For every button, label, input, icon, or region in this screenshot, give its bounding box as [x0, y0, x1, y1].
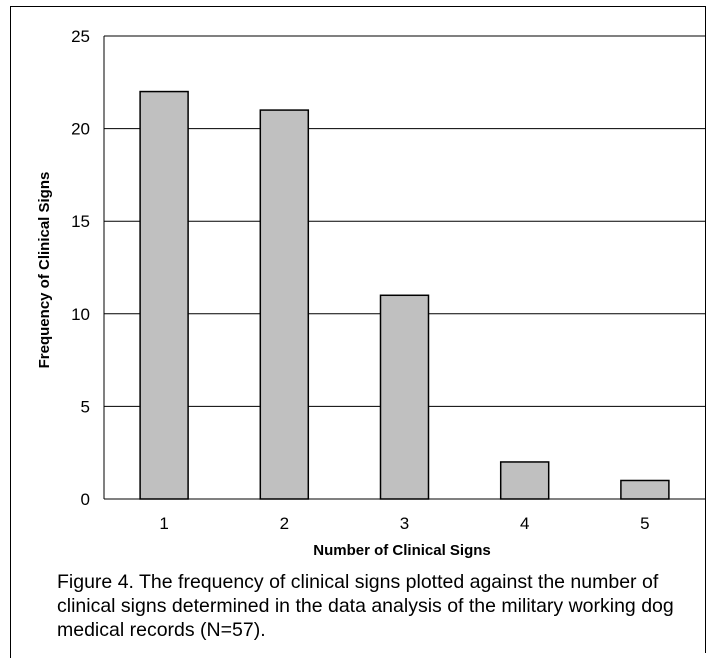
- figure-caption: Figure 4. The frequency of clinical sign…: [57, 571, 674, 641]
- x-tick-label: 1: [159, 514, 168, 533]
- figure-frame: [10, 6, 706, 653]
- y-tick-labels: 0 5 10 15 20 25: [71, 27, 90, 509]
- axes: [103, 36, 705, 500]
- bar-4: [499, 461, 550, 500]
- y-tick-label: 25: [71, 27, 90, 46]
- bar-1: [139, 90, 189, 500]
- x-tick-label: 2: [280, 514, 289, 533]
- y-tick-label: 20: [71, 120, 90, 139]
- x-tick-labels: 1 2 3 4 5: [159, 514, 649, 533]
- bar-2: [259, 109, 310, 500]
- x-tick-label: 5: [640, 514, 649, 533]
- y-tick-label: 10: [71, 305, 90, 324]
- y-axis-label: Frequency of Clinical Signs: [36, 172, 53, 369]
- bar-3: [379, 294, 430, 500]
- y-tick-label: 5: [81, 397, 90, 416]
- x-axis-label: Number of Clinical Signs: [313, 542, 491, 559]
- bars: [139, 90, 670, 500]
- y-tick-label: 15: [71, 212, 90, 231]
- bar-5: [620, 479, 670, 500]
- x-tick-label: 4: [520, 514, 529, 533]
- x-tick-label: 3: [400, 514, 409, 533]
- frame-edge: [10, 652, 11, 658]
- bar-chart: 0 5 10 15 20 25 1 2 3 4 5 Number of Clinical Sign…: [36, 27, 705, 559]
- y-tick-label: 0: [81, 490, 90, 509]
